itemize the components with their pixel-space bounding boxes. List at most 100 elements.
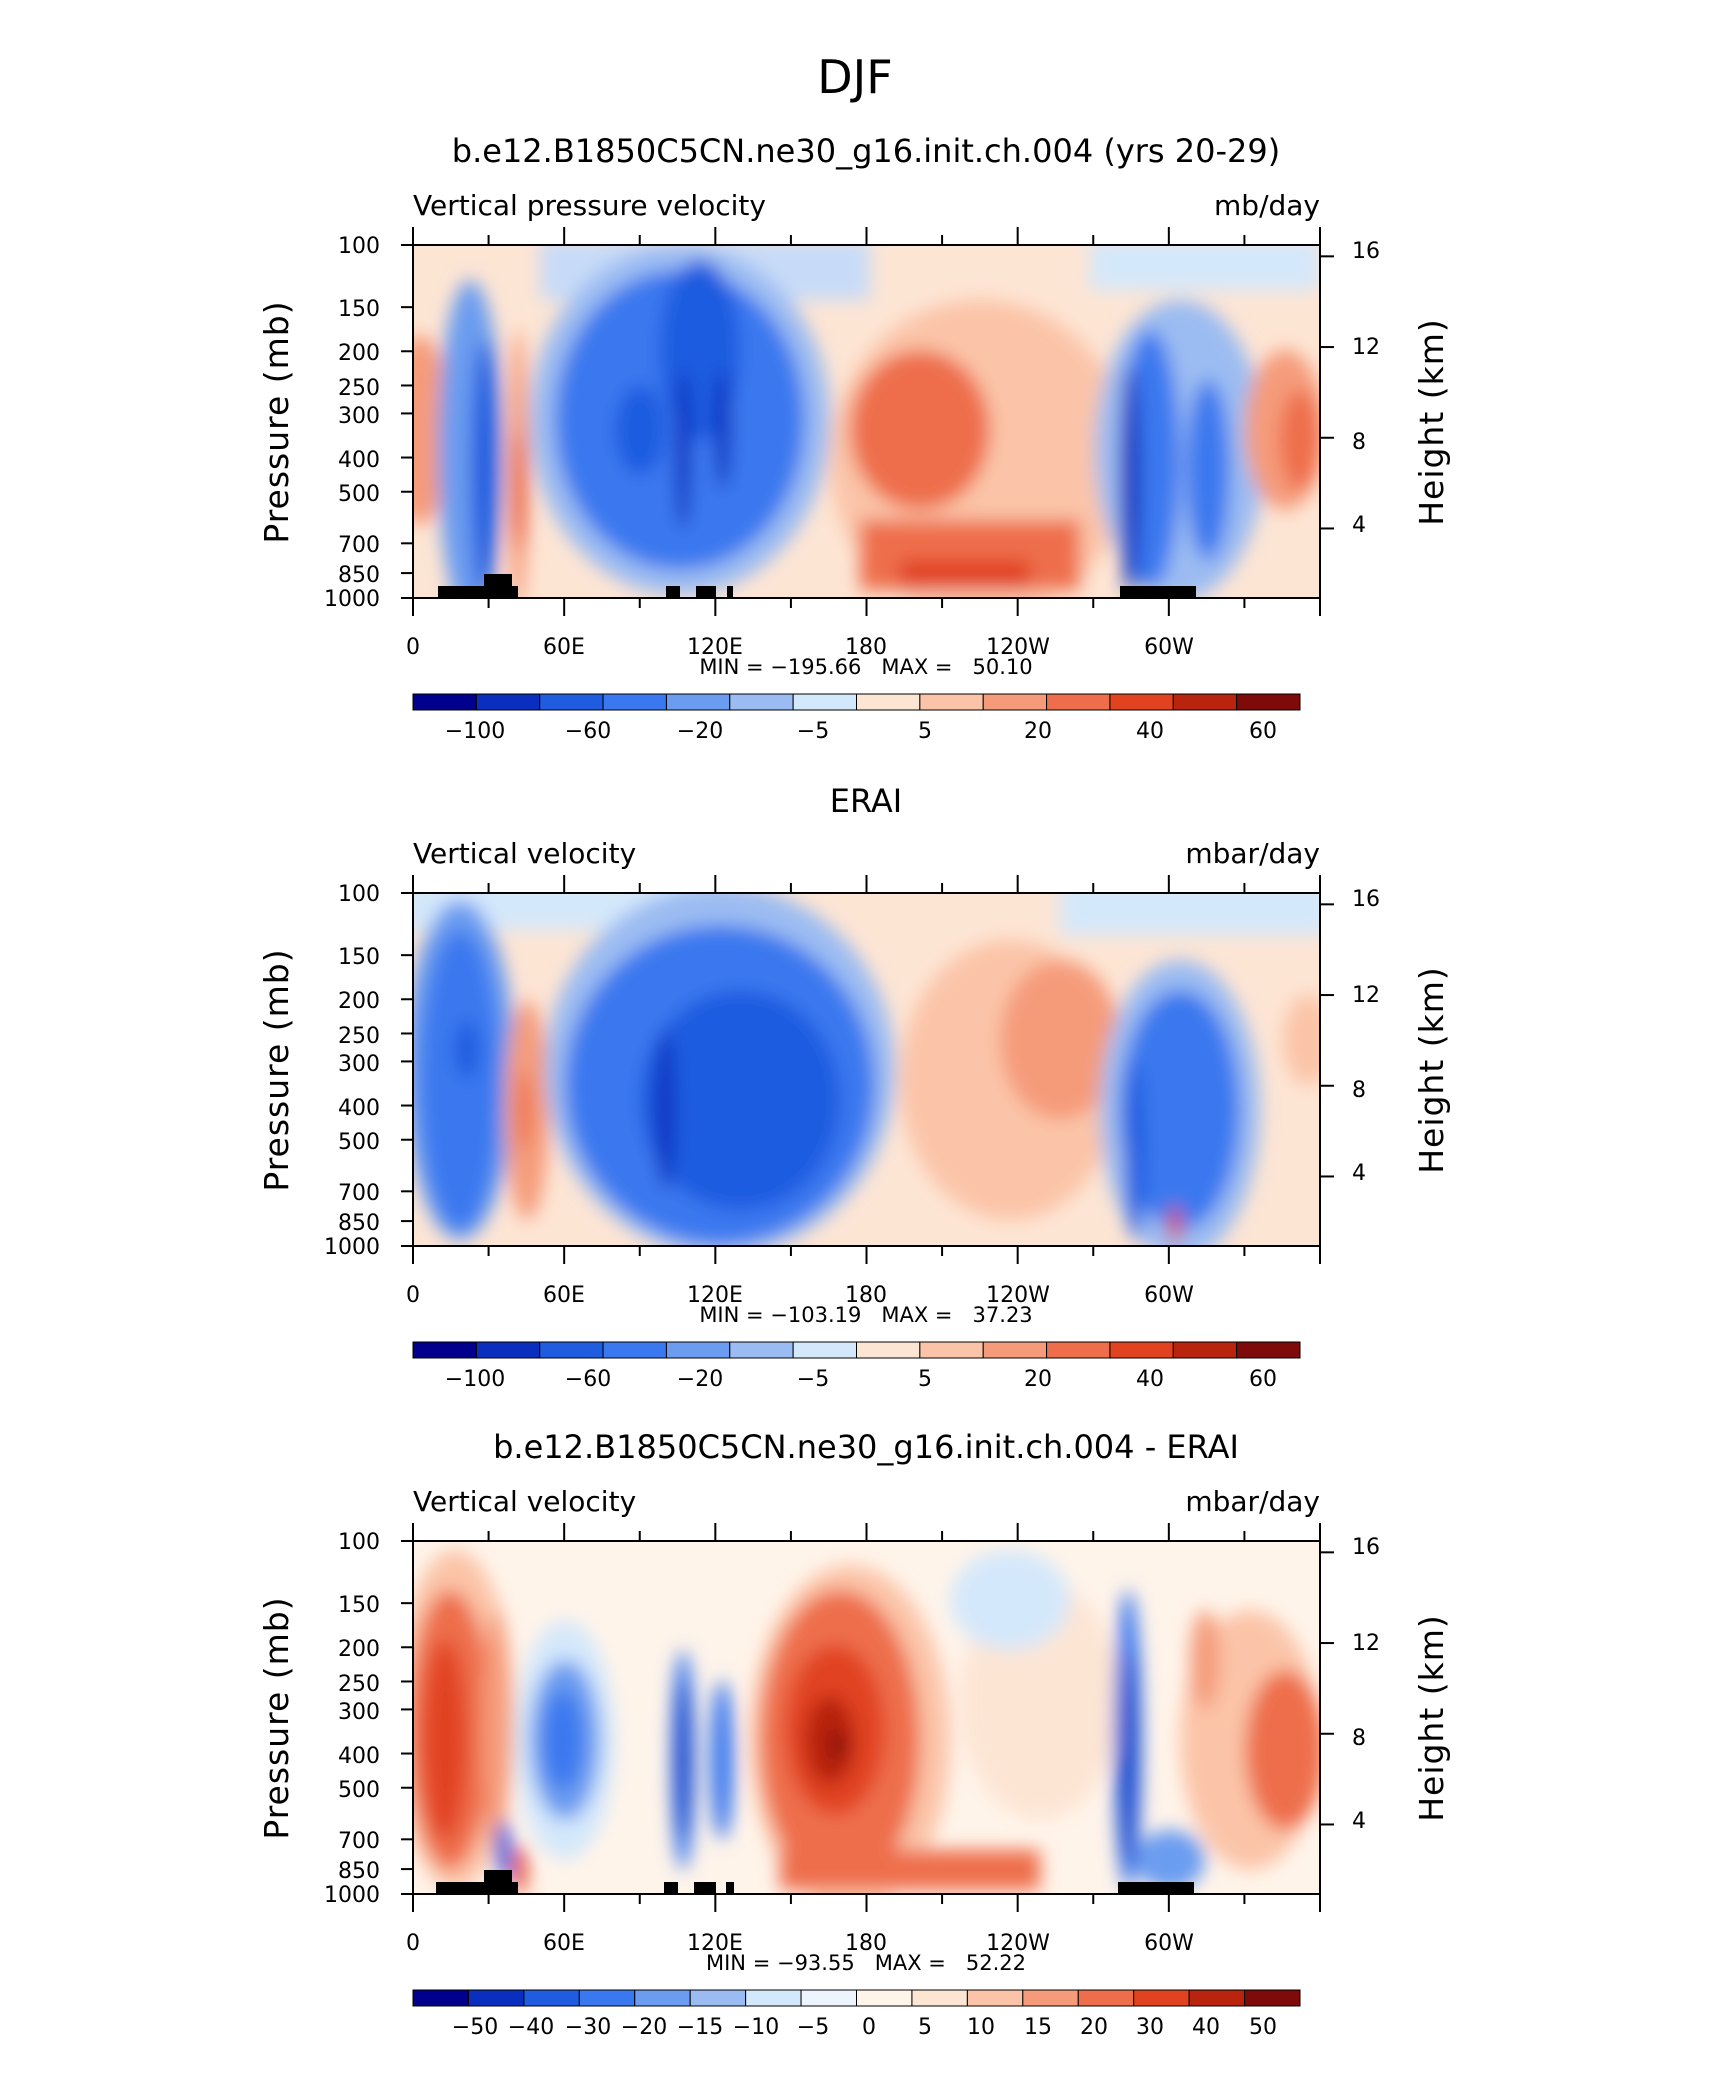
tick-marks	[401, 875, 1334, 1264]
field-blob	[543, 1690, 583, 1790]
colorbar-swatch	[1046, 1341, 1111, 1359]
colorbar-swatch	[412, 1989, 469, 2007]
colorbar-swatch	[1109, 693, 1174, 711]
colorbar	[412, 1341, 1301, 1359]
y-tick-label: 400	[338, 448, 380, 473]
colorbar-label: 50	[1249, 2015, 1277, 2040]
x-tick-label: 120E	[687, 1283, 743, 1308]
colorbar-swatch	[602, 693, 667, 711]
field-blob	[780, 1850, 1040, 1890]
colorbar-swatch	[665, 1341, 731, 1359]
colorbar-swatch	[1077, 1989, 1135, 2007]
colorbar-swatch	[523, 1989, 580, 2007]
right-label: mb/day	[1214, 189, 1320, 222]
colorbar-label: −100	[445, 719, 505, 744]
field-blob	[513, 1845, 527, 1894]
y2-axis-label: Height (km)	[1412, 318, 1451, 526]
plot-area	[413, 245, 1320, 598]
colorbar-swatch	[467, 1989, 525, 2007]
colorbar-label: 20	[1024, 1367, 1052, 1392]
colorbar-swatch	[792, 693, 858, 711]
y-tick-label: 850	[338, 1211, 380, 1236]
y-tick-label: 150	[338, 297, 380, 322]
colorbar	[412, 693, 1301, 711]
colorbar-label: 0	[862, 2015, 876, 2040]
y-tick-label: 200	[338, 1637, 380, 1662]
min-max-stats: MIN = −93.55 MAX = 52.22	[706, 1951, 1026, 1975]
y-tick-label: 150	[338, 1593, 380, 1618]
colorbar-swatch	[634, 1989, 691, 2007]
y-tick-label: 200	[338, 341, 380, 366]
colorbar-label: −100	[445, 1367, 505, 1392]
x-tick-label: 120W	[986, 635, 1050, 660]
x-tick-label: 180	[845, 635, 887, 660]
colorbar-label: −5	[797, 2015, 829, 2040]
colorbar-swatch	[729, 1341, 794, 1359]
y-tick-label: 500	[338, 1778, 380, 1803]
y-tick-label: 200	[338, 989, 380, 1014]
plot-area	[413, 1541, 1320, 1894]
y-tick-labels: 100 150 200 250 300 400 500 700 850 1000	[324, 882, 380, 1260]
colorbar-label: 60	[1249, 719, 1277, 744]
left-label: Vertical pressure velocity	[413, 189, 766, 222]
y-tick-label: 1000	[324, 587, 380, 612]
colorbar-swatch	[1172, 693, 1238, 711]
min-max-stats: MIN = −195.66 MAX = 50.10	[699, 655, 1032, 679]
y-tick-label: 250	[338, 1024, 380, 1049]
colorbar-swatch	[792, 1341, 858, 1359]
field-blob	[615, 385, 665, 475]
super-title: DJF	[817, 50, 892, 104]
y-tick-label: 400	[338, 1744, 380, 1769]
y2-tick-labels: 16 12 8 4	[1352, 1535, 1380, 1834]
left-label: Vertical velocity	[413, 837, 636, 870]
y-tick-labels: 100 150 200 250 300 400 500 700 850 1000	[324, 1530, 380, 1908]
field-blob	[1060, 893, 1320, 935]
colorbar-label: −60	[565, 719, 611, 744]
colorbar-label: 10	[967, 2015, 995, 2040]
y-tick-label: 300	[338, 404, 380, 429]
colorbar-swatch	[475, 1341, 541, 1359]
colorbar-label: −5	[797, 1367, 829, 1392]
colorbar-label: −40	[508, 2015, 554, 2040]
colorbar-swatch	[475, 693, 541, 711]
panel-title: b.e12.B1850C5CN.ne30_g16.init.ch.004 (yr…	[452, 132, 1280, 170]
field-blob	[805, 1695, 855, 1785]
field-blob	[675, 370, 691, 530]
colorbar-swatch	[982, 693, 1048, 711]
colorbar-label: −20	[677, 719, 723, 744]
x-tick-label: 180	[845, 1931, 887, 1956]
colorbar-swatch	[856, 693, 921, 711]
y2-tick-label: 8	[1352, 430, 1366, 455]
colorbar-swatch	[800, 1989, 857, 2007]
y2-tick-label: 12	[1352, 983, 1380, 1008]
y2-tick-label: 8	[1352, 1726, 1366, 1751]
colorbar-swatch	[578, 1989, 636, 2007]
y-tick-label: 100	[338, 882, 380, 907]
colorbar-label: −15	[677, 2015, 723, 2040]
topography	[438, 574, 1196, 598]
field-blob	[1135, 1830, 1205, 1890]
y-tick-label: 400	[338, 1096, 380, 1121]
colorbar-swatch	[539, 693, 604, 711]
x-tick-label: 60W	[1144, 1931, 1194, 1956]
y2-tick-label: 12	[1352, 1631, 1380, 1656]
x-tick-label: 0	[406, 635, 420, 660]
field-blob	[1280, 390, 1320, 490]
y-axis-label: Pressure (mb)	[257, 1596, 296, 1839]
colorbar-swatch	[412, 1341, 477, 1359]
x-tick-labels: 0 60E 120E 180 120W 60W	[406, 1931, 1194, 1956]
colorbar-label: 20	[1024, 719, 1052, 744]
x-tick-labels: 0 60E 120E 180 120W 60W	[406, 635, 1194, 660]
field-blob	[1090, 245, 1320, 290]
colorbar-label: −10	[733, 2015, 779, 2040]
field-blob	[482, 1610, 510, 1850]
y-tick-label: 700	[338, 1181, 380, 1206]
y-tick-label: 1000	[324, 1883, 380, 1908]
y-tick-label: 500	[338, 482, 380, 507]
field-blob	[1120, 365, 1140, 595]
y-tick-label: 850	[338, 563, 380, 588]
y2-axis-label: Height (km)	[1412, 966, 1451, 1174]
field-blob	[950, 1550, 1070, 1650]
field-blob	[495, 1820, 511, 1880]
